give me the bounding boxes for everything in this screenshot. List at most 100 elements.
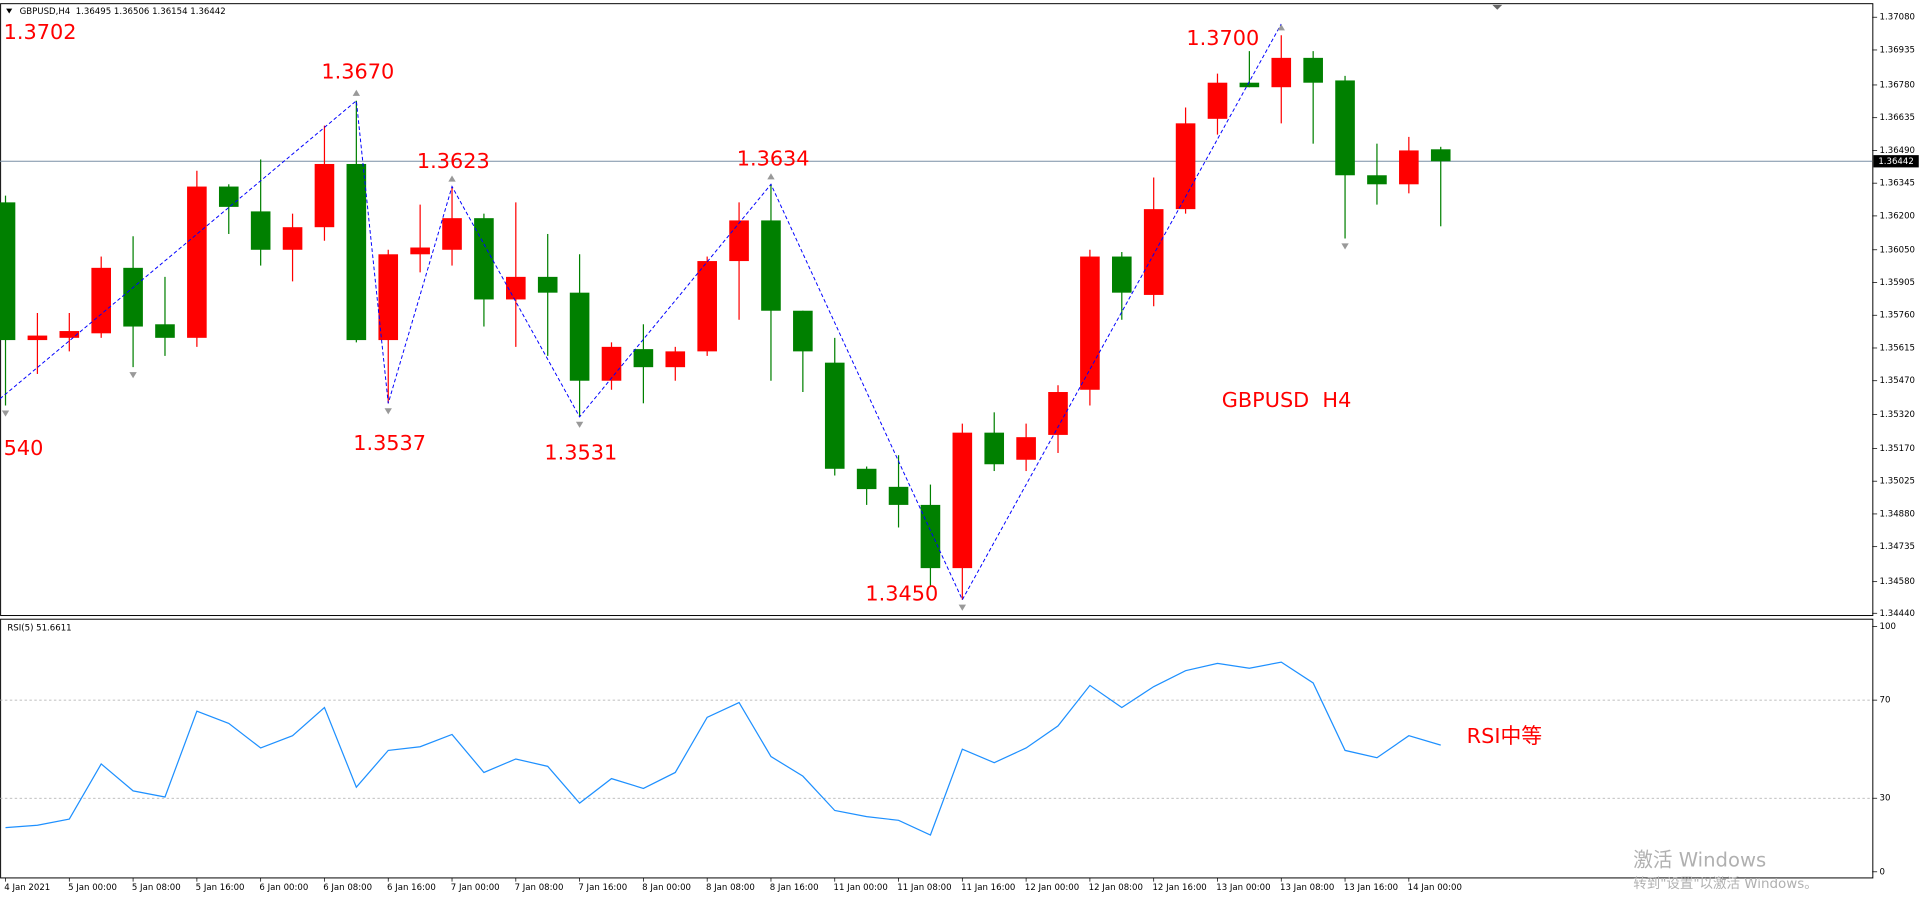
annotation: 1.3450	[865, 582, 938, 606]
y-tick-label: 1.36935	[1880, 45, 1915, 55]
y-tick-label: 1.35170	[1880, 444, 1915, 454]
x-tick-label: 11 Jan 08:00	[897, 883, 951, 893]
candle-body	[91, 267, 111, 334]
zigzag-line	[0, 23, 1282, 601]
x-tick-label: 12 Jan 16:00	[1152, 883, 1206, 893]
x-tick-label: 6 Jan 16:00	[387, 883, 436, 893]
x-tick-label: 13 Jan 16:00	[1344, 883, 1398, 893]
candle-body	[856, 468, 877, 490]
candle-body	[569, 292, 590, 381]
x-tick-label: 5 Jan 16:00	[196, 883, 245, 893]
candle-body	[1207, 82, 1228, 119]
y-tick-label: 1.35905	[1880, 278, 1915, 288]
price-plot	[0, 23, 1873, 611]
candle-body	[506, 276, 526, 300]
candle-body	[1239, 82, 1260, 88]
candle-body	[761, 220, 781, 311]
candle-body	[952, 432, 973, 569]
candle-body	[920, 504, 941, 569]
candle-body	[824, 362, 845, 469]
y-tick-label: 30	[1880, 794, 1891, 804]
x-tick-label: 7 Jan 16:00	[578, 883, 627, 893]
annotation: GBPUSD H4	[1222, 388, 1352, 412]
candle-body	[665, 351, 686, 368]
y-tick-label: 1.35320	[1880, 410, 1915, 420]
candle-body	[729, 220, 749, 262]
x-tick-label: 14 Jan 00:00	[1408, 883, 1462, 893]
menu-arrow	[6, 8, 13, 14]
y-tick-label: 1.36200	[1880, 211, 1915, 221]
x-tick-label: 13 Jan 00:00	[1216, 883, 1270, 893]
candle-body	[378, 254, 399, 341]
annotation: RSI中等	[1467, 724, 1542, 748]
y-tick-label: 1.34880	[1880, 509, 1915, 519]
y-tick-label: 1.35615	[1880, 343, 1915, 353]
y-tick-label: 1.35470	[1880, 376, 1915, 386]
y-tick-label: 1.34440	[1880, 609, 1915, 619]
current-price-box	[1873, 155, 1919, 168]
x-tick-label: 6 Jan 00:00	[259, 883, 308, 893]
candle-body	[59, 331, 80, 338]
candle-body	[0, 202, 16, 341]
axes: 1.37080 1.36935 1.36780 1.36635 1.36490 1.363…	[4, 13, 1919, 893]
candle-body	[474, 218, 494, 300]
candle-body	[1111, 256, 1132, 293]
candle-body	[1271, 57, 1292, 88]
fractal-up	[767, 173, 775, 180]
fractal-down	[384, 408, 392, 415]
y-tick-label: 1.35025	[1880, 477, 1915, 487]
candle-body	[27, 335, 48, 341]
watermark-title: 激活 Windows	[1633, 848, 1766, 871]
annotation: 1.3623	[417, 149, 490, 173]
shift-marker	[1492, 4, 1503, 10]
candle-body	[1016, 437, 1036, 460]
candle-body	[187, 186, 207, 338]
candle-body	[697, 261, 717, 352]
y-tick-label: 1.37080	[1880, 13, 1915, 23]
annotation: 540	[4, 436, 44, 460]
fractal-up	[1277, 24, 1285, 31]
candle-body	[218, 186, 239, 207]
x-tick-label: 11 Jan 16:00	[961, 883, 1015, 893]
rsi-line	[5, 661, 1441, 836]
candle-body	[633, 349, 654, 368]
candle-body	[123, 267, 143, 327]
rsi-plot	[0, 661, 1873, 836]
annotation: 1.3634	[737, 146, 810, 170]
y-tick-label: 100	[1880, 622, 1896, 632]
fractal-down	[575, 421, 584, 428]
y-tick-label: 1.36490	[1880, 146, 1915, 156]
y-tick-label: 1.35760	[1880, 311, 1915, 321]
candle-body	[1335, 80, 1355, 176]
x-tick-label: 7 Jan 08:00	[515, 883, 564, 893]
candle-body	[1430, 149, 1451, 162]
x-tick-label: 13 Jan 08:00	[1280, 883, 1334, 893]
candle-body	[1399, 150, 1419, 185]
y-tick-label: 1.36050	[1880, 245, 1915, 255]
candle-body	[1143, 209, 1164, 295]
candle-body	[1048, 392, 1068, 435]
x-tick-label: 4 Jan 2021	[4, 883, 50, 893]
current-price-label: 1.36442	[1878, 157, 1913, 167]
x-tick-label: 5 Jan 08:00	[132, 883, 181, 893]
rsi-panel	[0, 618, 1874, 879]
x-tick-label: 6 Jan 08:00	[323, 883, 372, 893]
fractal-down	[129, 372, 137, 379]
x-tick-label: 5 Jan 00:00	[68, 883, 117, 893]
annotation: 1.3531	[544, 441, 617, 465]
x-tick-label: 8 Jan 16:00	[770, 883, 819, 893]
annotation: 1.3537	[353, 431, 426, 455]
fractal-down	[1341, 243, 1349, 250]
fractal-up	[352, 89, 361, 96]
candle-body	[155, 324, 175, 338]
annotation: 1.3670	[321, 59, 394, 83]
chart-title: GBPUSD,H4 1.36495 1.36506 1.36154 1.3644…	[20, 7, 226, 17]
candle-body	[250, 211, 271, 250]
x-tick-label: 11 Jan 00:00	[834, 883, 888, 893]
x-tick-label: 8 Jan 00:00	[642, 883, 691, 893]
candle-body	[346, 163, 367, 341]
fractal-down	[1, 410, 10, 417]
y-tick-label: 70	[1880, 696, 1891, 706]
